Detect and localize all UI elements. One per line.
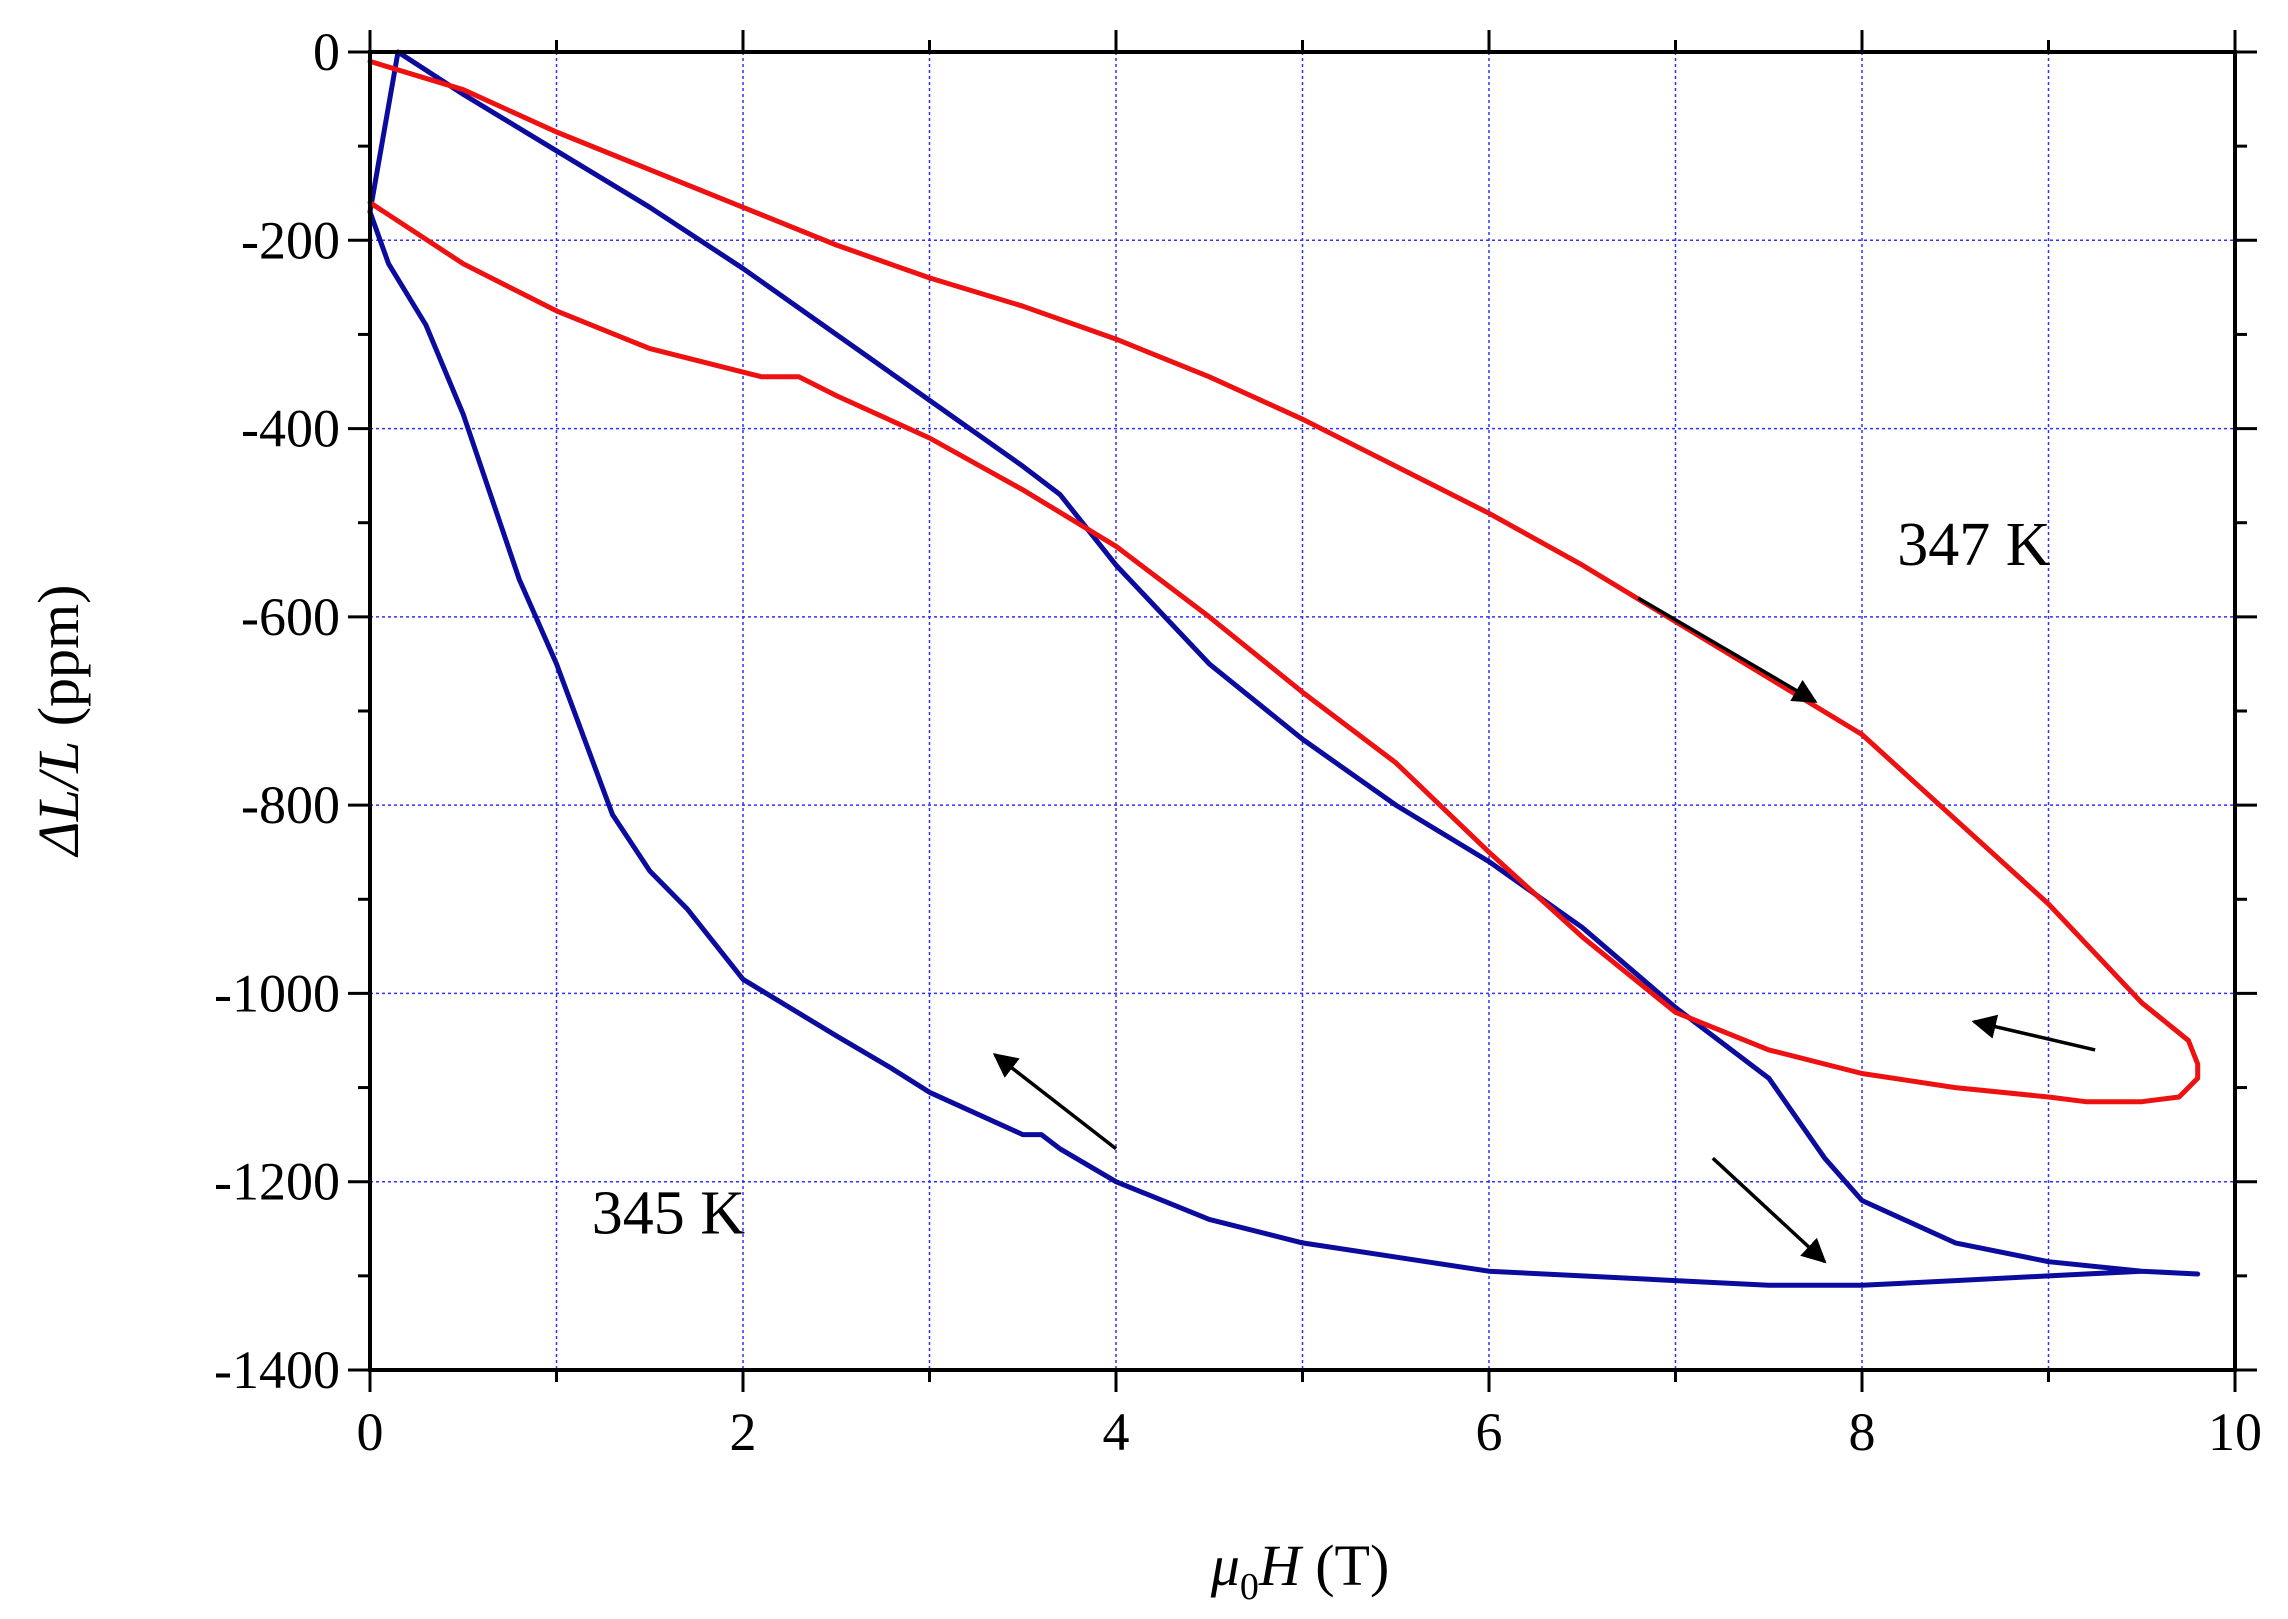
x-tick-label: 8	[1849, 1402, 1876, 1462]
x-tick-labels: 0 2 4 6 8 10	[357, 1402, 2263, 1462]
series-annotation: 347 K	[1897, 511, 2051, 579]
y-tick-label: -1400	[214, 1340, 340, 1400]
direction-arrow	[992, 1053, 1118, 1151]
x-axis-unit: (T)	[1301, 1533, 1390, 1598]
x-tick-label: 0	[357, 1402, 384, 1462]
y-tick-label: -1200	[214, 1152, 340, 1212]
direction-arrow	[1971, 1014, 2096, 1052]
direction-arrow	[1711, 1156, 1827, 1264]
series-line	[367, 49, 2201, 1288]
y-tick-label: -1000	[214, 963, 340, 1023]
y-tick-label: -200	[241, 210, 340, 270]
x-axis-mu: μ	[1210, 1533, 1240, 1598]
x-tick-label: 2	[730, 1402, 757, 1462]
y-tick-labels: 0 -200 -400 -600 -800 -1000 -1200 -1400	[214, 22, 340, 1400]
series-group	[367, 49, 2201, 1288]
series-line	[367, 58, 2201, 1105]
series-annotation: 345 K	[592, 1179, 746, 1247]
y-axis-unit: (ppm)	[26, 585, 91, 741]
tick-marks	[348, 30, 2257, 1392]
x-axis-title: μ0H (T)	[1210, 1533, 1390, 1608]
y-tick-label: -600	[241, 587, 340, 647]
x-tick-label: 6	[1476, 1402, 1503, 1462]
y-tick-label: -400	[241, 399, 340, 459]
annotation-group: 347 K 345 K	[592, 511, 2051, 1247]
y-tick-label: 0	[313, 22, 340, 82]
y-axis-title: ΔL/L (ppm)	[26, 585, 91, 858]
arrow-group	[992, 596, 2096, 1264]
grid-lines	[370, 52, 2235, 1370]
plot-frame	[368, 50, 2237, 1372]
x-tick-label: 10	[2208, 1402, 2262, 1462]
y-axis-delta: ΔL/L	[26, 741, 91, 858]
direction-arrow	[1637, 596, 1818, 704]
y-tick-label: -800	[241, 775, 340, 835]
x-axis-h: H	[1258, 1533, 1304, 1598]
x-tick-label: 4	[1103, 1402, 1130, 1462]
x-axis-sub: 0	[1240, 1566, 1259, 1608]
